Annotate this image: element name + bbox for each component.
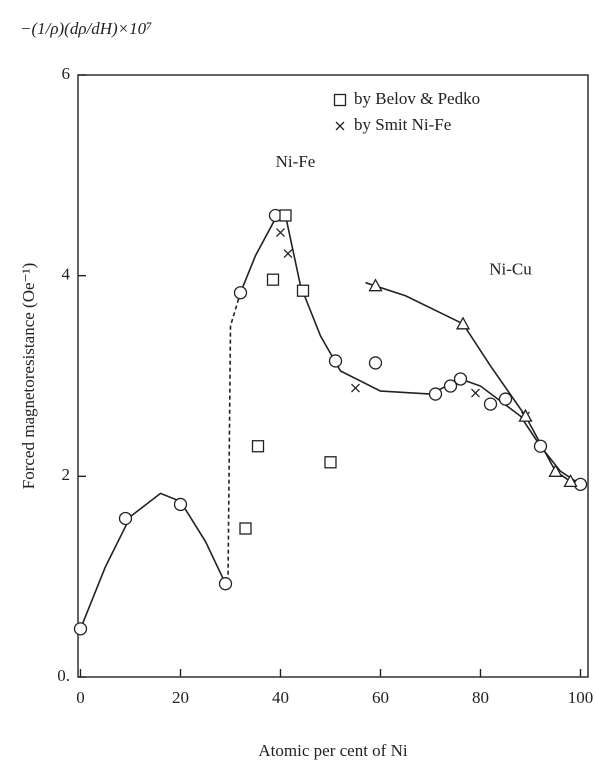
point: [483, 397, 498, 411]
point: [563, 473, 578, 487]
x-axis-label: Atomic per cent of Ni: [258, 741, 407, 760]
point: [118, 511, 133, 526]
point: [518, 408, 533, 422]
legend-marker: [335, 121, 345, 131]
annotation: Ni-Cu: [489, 260, 532, 279]
point: [324, 456, 337, 469]
point: [218, 577, 233, 591]
y-axis-label: Forced magnetoresistance (Oe⁻¹): [19, 263, 38, 489]
point: [251, 440, 265, 453]
curve: [227, 292, 242, 582]
point: [548, 463, 563, 477]
x-tick-label: 0: [76, 688, 85, 707]
curve: [79, 492, 227, 630]
point: [573, 477, 588, 492]
point: [498, 392, 513, 406]
legend-label: by Smit Ni-Fe: [354, 115, 451, 134]
legend-label: by Belov & Pedko: [354, 89, 480, 108]
x-tick-label: 40: [272, 688, 289, 707]
point: [351, 383, 360, 393]
annotation: Ni-Fe: [276, 152, 316, 171]
point: [368, 356, 383, 370]
y-tick-label: 6: [62, 64, 71, 83]
point: [471, 388, 480, 398]
point: [455, 316, 471, 330]
y-tick-label: 2: [62, 465, 71, 484]
point: [368, 278, 383, 292]
x-tick-label: 80: [472, 688, 489, 707]
point: [453, 372, 468, 386]
point: [296, 284, 310, 297]
point: [533, 439, 548, 453]
point: [276, 228, 285, 237]
x-tick-label: 20: [172, 688, 189, 707]
plot-frame: [77, 74, 589, 678]
point: [239, 522, 252, 535]
y-tick-label: 0.: [57, 666, 70, 685]
y-tick-label: 4: [62, 265, 71, 284]
formula: −(1/ρ)(dρ/dH)×10⁷: [20, 19, 152, 38]
point: [266, 273, 280, 286]
legend-marker: [333, 93, 347, 107]
curve: [239, 214, 581, 486]
x-tick-label: 60: [372, 688, 389, 707]
point: [73, 622, 88, 636]
point: [233, 286, 248, 300]
point: [279, 209, 292, 222]
point: [443, 379, 458, 393]
point: [428, 387, 443, 401]
x-tick-label: 100: [568, 688, 594, 707]
point: [283, 249, 293, 259]
point: [328, 354, 343, 368]
point: [173, 497, 188, 512]
